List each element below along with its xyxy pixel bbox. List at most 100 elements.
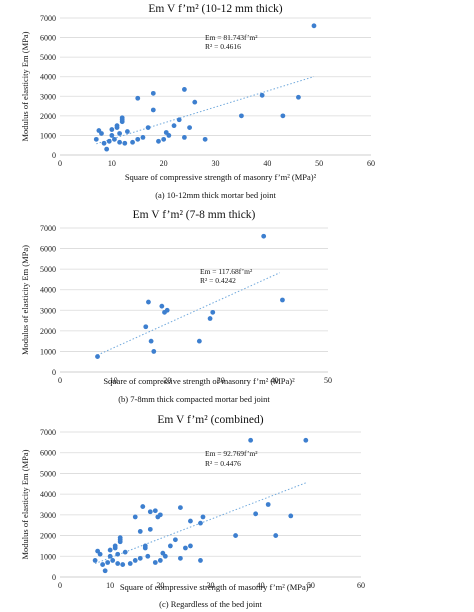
- data-point: [239, 113, 244, 119]
- data-point: [157, 512, 163, 518]
- y-tick-label: 7000: [40, 14, 56, 23]
- data-point: [117, 139, 123, 145]
- y-tick-label: 3000: [40, 92, 56, 101]
- data-point: [101, 140, 107, 146]
- y-tick-label: 0: [52, 151, 56, 160]
- data-point: [202, 136, 208, 142]
- x-tick-label: 10: [110, 376, 118, 385]
- data-point: [207, 316, 213, 321]
- data-point: [102, 568, 108, 574]
- y-tick-label: 6000: [40, 245, 56, 254]
- y-tick-label: 2000: [40, 327, 56, 336]
- data-point: [122, 140, 128, 146]
- chart-title: Em V f’m² (10-12 mm thick): [148, 3, 282, 15]
- x-axis-label: Square of compressive strength of masonr…: [103, 376, 295, 386]
- data-point: [120, 562, 126, 567]
- data-point: [147, 509, 153, 515]
- data-point: [188, 518, 193, 524]
- x-tick-label: 0: [58, 376, 62, 385]
- panel-caption: (b) 7-8mm thick compacted mortar bed joi…: [118, 394, 270, 404]
- y-tick-label: 0: [52, 573, 56, 582]
- data-point: [122, 549, 128, 555]
- y-axis-label: Modulus of elasticity Em (MPa): [20, 31, 30, 141]
- x-tick-label: 0: [58, 581, 62, 590]
- data-point: [97, 551, 103, 557]
- data-point: [156, 138, 161, 144]
- data-point: [142, 543, 148, 549]
- data-point: [135, 136, 141, 142]
- data-point: [152, 560, 158, 565]
- y-tick-label: 3000: [40, 306, 56, 315]
- data-point: [150, 90, 156, 96]
- x-tick-label: 60: [357, 581, 365, 590]
- data-point: [110, 558, 116, 563]
- data-point: [273, 533, 279, 538]
- data-point: [178, 505, 183, 511]
- x-tick-label: 30: [212, 159, 220, 168]
- data-point: [253, 511, 259, 517]
- chart-panel-2: Em V f’m² (7-8 mm thick)0100020003000400…: [20, 209, 332, 404]
- y-tick-label: 5000: [40, 53, 56, 62]
- data-point: [303, 437, 309, 443]
- data-point: [161, 136, 167, 142]
- data-point: [265, 502, 271, 507]
- panel-caption: (c) Regardless of the bed joint: [159, 599, 262, 609]
- x-tick-label: 20: [163, 376, 171, 385]
- x-tick-label: 20: [160, 159, 168, 168]
- data-point: [162, 553, 168, 559]
- data-point: [137, 529, 143, 534]
- data-point: [99, 131, 104, 136]
- data-point: [296, 94, 301, 100]
- data-point: [198, 520, 203, 526]
- data-point: [132, 558, 138, 563]
- x-tick-label: 30: [207, 581, 215, 590]
- data-point: [147, 526, 153, 532]
- trend-equation: Em = 81.743f’m²: [205, 33, 258, 42]
- data-point: [176, 117, 182, 123]
- data-point: [280, 113, 286, 119]
- x-tick-label: 50: [315, 159, 323, 168]
- y-tick-label: 3000: [40, 511, 56, 520]
- y-tick-label: 0: [52, 368, 56, 377]
- data-point: [248, 437, 254, 443]
- data-point: [107, 547, 113, 553]
- y-tick-label: 1000: [40, 131, 56, 140]
- x-tick-label: 60: [367, 159, 375, 168]
- trend-equation: Em = 92.769f’m²: [205, 449, 258, 458]
- data-point: [130, 139, 135, 145]
- data-point: [148, 338, 154, 344]
- data-point: [198, 558, 203, 563]
- chart-title: Em V f’m² (7-8 mm thick): [133, 209, 256, 221]
- data-point: [182, 87, 187, 92]
- x-tick-label: 10: [108, 159, 116, 168]
- data-point: [145, 125, 151, 130]
- data-point: [115, 561, 121, 566]
- data-point: [311, 23, 317, 29]
- data-point: [261, 233, 267, 239]
- data-point: [178, 555, 183, 561]
- y-tick-label: 5000: [40, 469, 56, 478]
- data-point: [146, 299, 151, 305]
- data-point: [114, 123, 120, 129]
- y-tick-label: 1000: [40, 347, 56, 356]
- data-point: [150, 107, 156, 113]
- data-point: [109, 133, 115, 138]
- data-point: [192, 99, 198, 105]
- data-point: [200, 514, 206, 520]
- data-point: [196, 338, 202, 344]
- trendline: [97, 272, 280, 356]
- data-point: [151, 349, 157, 354]
- y-tick-label: 4000: [40, 286, 56, 295]
- data-point: [137, 555, 143, 561]
- y-tick-label: 2000: [40, 112, 56, 121]
- x-tick-label: 40: [270, 376, 278, 385]
- r-squared: R² = 0.4616: [205, 42, 241, 51]
- x-tick-label: 50: [324, 376, 332, 385]
- x-tick-label: 30: [217, 376, 225, 385]
- x-tick-label: 40: [257, 581, 265, 590]
- data-point: [167, 543, 173, 549]
- data-point: [135, 95, 141, 101]
- data-point: [117, 535, 123, 541]
- data-point: [143, 324, 149, 330]
- r-squared: R² = 0.4242: [200, 276, 236, 285]
